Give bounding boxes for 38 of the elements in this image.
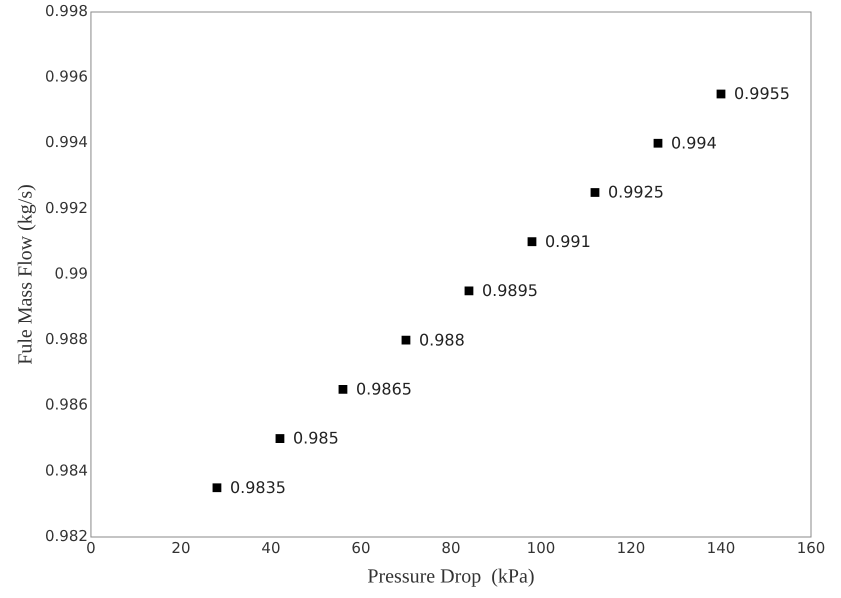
x-tick-label: 20 [171,538,190,557]
x-tick-label: 100 [526,538,556,557]
x-tick-label: 80 [441,538,461,557]
x-tick-label: 120 [616,538,646,557]
data-label: 0.9835 [230,478,286,497]
point [338,384,348,394]
y-tick-label: 0.984 [44,461,88,480]
point [528,237,536,246]
data-label: 0.994 [670,133,717,152]
data-label: 0.988 [418,330,465,350]
y-tick-label: 0.986 [44,396,88,414]
y-tick-label: 0.996 [44,68,88,86]
point [276,434,284,443]
data-label: 0.9865 [356,380,412,398]
x-tick-label: 140 [706,538,736,557]
y-tick-label: 0.988 [44,330,88,348]
point [654,138,662,148]
x-tick-label: 40 [261,538,281,557]
data-label: 0.9895 [482,281,538,300]
point [590,188,600,197]
y-tick-label: 0.994 [44,133,88,152]
y-tick-label: 0.998 [44,2,88,20]
point [464,286,474,296]
x-axis-title: Pressure Drop (kPa) [367,565,535,588]
data-label: 0.985 [292,428,339,448]
point [402,336,410,345]
x-tick-label: 160 [796,538,826,557]
point [212,483,222,492]
y-tick-label: 0.99 [54,264,88,282]
data-label: 0.9955 [734,84,790,104]
x-tick-label: 60 [351,538,371,557]
y-tick-label: 0.992 [44,198,88,217]
data-label: 0.991 [544,232,591,251]
x-tick-label: 0 [86,538,96,557]
y-axis-title: Fule Mass Flow (kg/s) [14,184,36,365]
y-tick-label: 0.982 [44,526,88,545]
data-label: 0.9925 [608,182,664,202]
point [716,90,726,98]
